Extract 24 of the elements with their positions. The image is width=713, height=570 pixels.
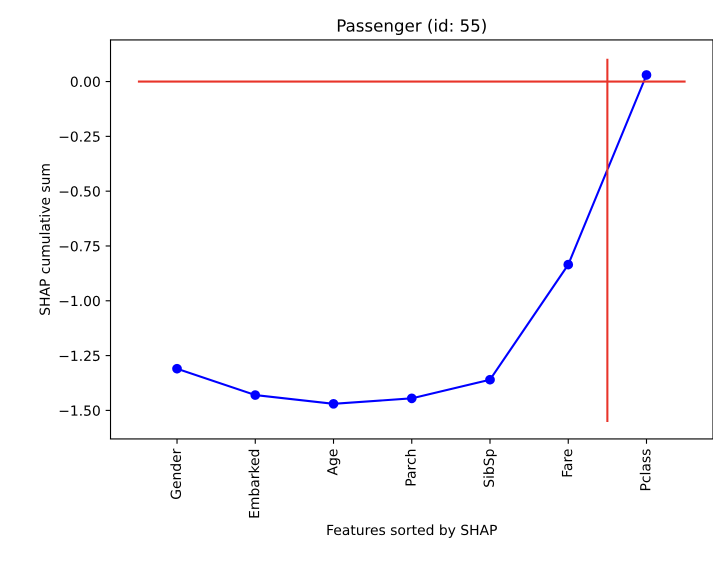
- y-tick-label: −0.25: [60, 131, 100, 142]
- y-axis-title: SHAP cumulative sum: [39, 164, 50, 315]
- y-tick-label: −1.50: [60, 405, 100, 416]
- point: [328, 398, 338, 409]
- point: [250, 390, 260, 400]
- x-axis-title: Features sorted by SHAP: [327, 524, 497, 538]
- x-tick-label: Parch: [405, 450, 416, 486]
- x-tick-label: Age: [327, 449, 340, 476]
- x-tick-label: Embarked: [248, 450, 260, 518]
- chart-title: Passenger (id: 55): [338, 18, 486, 36]
- y-tick-label: −0.75: [60, 240, 100, 252]
- y-tick-label: 0.00: [70, 76, 100, 88]
- x-tick-label: SibSp: [483, 449, 497, 487]
- point: [485, 374, 495, 385]
- point: [563, 260, 574, 270]
- x-tick-label: Pclass: [640, 449, 651, 490]
- y-tick-label: −1.25: [60, 350, 100, 362]
- x-tick-label: Gender: [170, 448, 182, 500]
- y-tick-label: −0.50: [60, 186, 100, 197]
- point: [406, 393, 417, 404]
- point: [642, 70, 652, 80]
- x-tick-label: Fare: [562, 449, 572, 476]
- y-tick-label: −1.00: [60, 296, 100, 306]
- point: [172, 364, 182, 374]
